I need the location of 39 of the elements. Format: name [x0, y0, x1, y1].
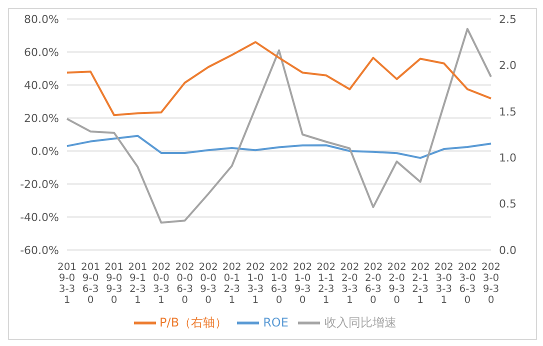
y2-tick-label: 1.0 [499, 152, 516, 165]
x-tick-label: 2021-06-30 [269, 262, 289, 306]
y-tick-label: 40.0% [24, 78, 59, 92]
y-tick-label: -60.0% [20, 244, 59, 257]
y-tick-label: 20.0% [24, 112, 59, 125]
y2-tick-label: 0.5 [499, 198, 516, 211]
x-tick-label: 2019-06-30 [81, 262, 100, 306]
y-tick-label: 60.0% [24, 46, 59, 59]
y2-tick-label: 0.0 [499, 244, 516, 257]
x-tick-label: 2021-12-31 [316, 262, 336, 306]
x-tick-label: 2021-09-30 [293, 262, 312, 306]
x-tick-label: 2019-03-31 [57, 262, 77, 306]
x-tick-label: 2022-09-30 [387, 262, 406, 306]
line-series [66, 41, 492, 116]
x-tick-label: 2023-09-30 [481, 262, 501, 306]
y-tick-label: -20.0% [20, 178, 59, 191]
x-tick-label: 2020-06-30 [175, 262, 194, 306]
x-tick-label: 2019-09-30 [104, 262, 124, 306]
x-tick-label: 2023-06-30 [458, 262, 477, 306]
x-tick-label: 2022-03-31 [340, 262, 360, 306]
x-tick-label: 2019-12-31 [128, 262, 148, 306]
x-tick-label: 2022-06-30 [364, 262, 383, 306]
y2-tick-label: 2.0 [499, 59, 516, 72]
x-tick-label: 2021-03-31 [246, 262, 265, 306]
y-tick-label: -40.0% [20, 210, 59, 224]
x-tick-label: 2020-09-30 [198, 262, 218, 306]
x-tick-label: 2020-03-31 [152, 262, 171, 306]
x-tick-label: 2020-12-31 [222, 262, 242, 306]
legend-label: 收入同比增速 [324, 315, 396, 330]
y-tick-label: 80.0% [24, 12, 59, 26]
x-tick-label: 2022-12-31 [410, 262, 430, 306]
line-series [66, 28, 492, 224]
legend-label: ROE [263, 315, 288, 330]
x-tick-label: 2023-03-31 [434, 262, 454, 306]
line-series [66, 134, 492, 159]
y-tick-label: 0.0% [31, 144, 59, 158]
legend-label: P/B（右轴） [160, 315, 228, 330]
y2-tick-label: 2.5 [499, 12, 516, 26]
y2-tick-label: 1.5 [499, 105, 516, 118]
